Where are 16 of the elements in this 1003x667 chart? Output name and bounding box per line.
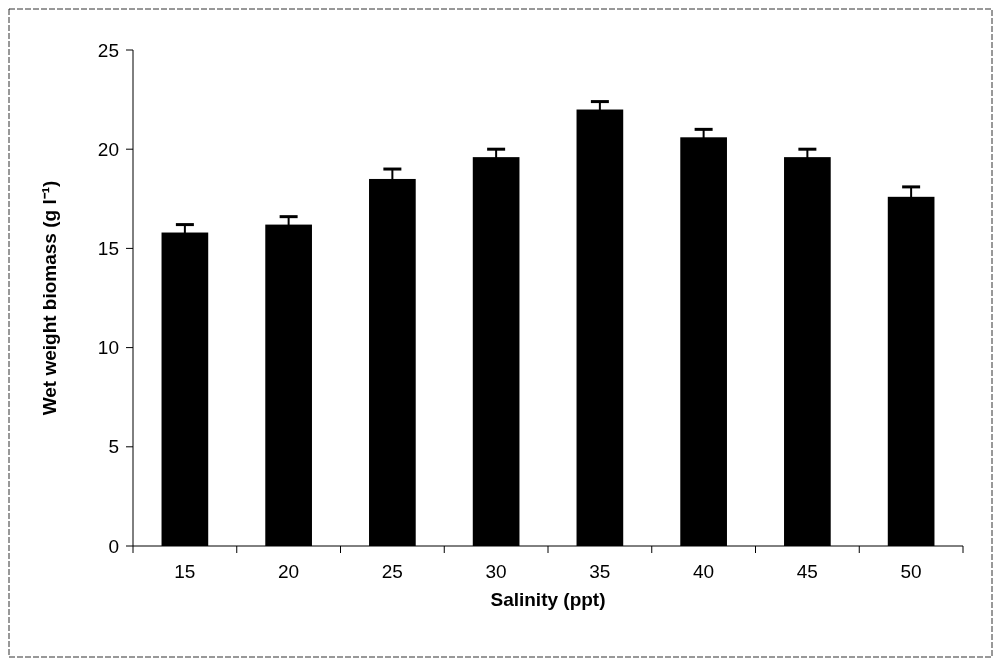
x-tick-label: 45 xyxy=(796,561,818,582)
y-tick-label: 10 xyxy=(97,337,119,359)
x-axis-title: Salinity (ppt) xyxy=(490,589,606,610)
x-tick-label: 25 xyxy=(381,561,403,582)
x-tick-label: 30 xyxy=(485,561,507,582)
x-tick-label: 15 xyxy=(174,561,196,582)
y-tick-label: 20 xyxy=(97,138,119,160)
y-tick-label: 5 xyxy=(108,436,119,458)
x-tick-label: 50 xyxy=(900,561,922,582)
x-tick-label: 20 xyxy=(278,561,300,582)
y-tick-label: 25 xyxy=(97,39,119,61)
x-tick-label: 35 xyxy=(589,561,611,582)
x-tick-label: 40 xyxy=(693,561,715,582)
y-tick-label: 0 xyxy=(108,535,119,557)
y-tick-label: 15 xyxy=(97,238,119,260)
y-axis-title: Wet weight biomass (g l⁻¹) xyxy=(39,180,60,416)
